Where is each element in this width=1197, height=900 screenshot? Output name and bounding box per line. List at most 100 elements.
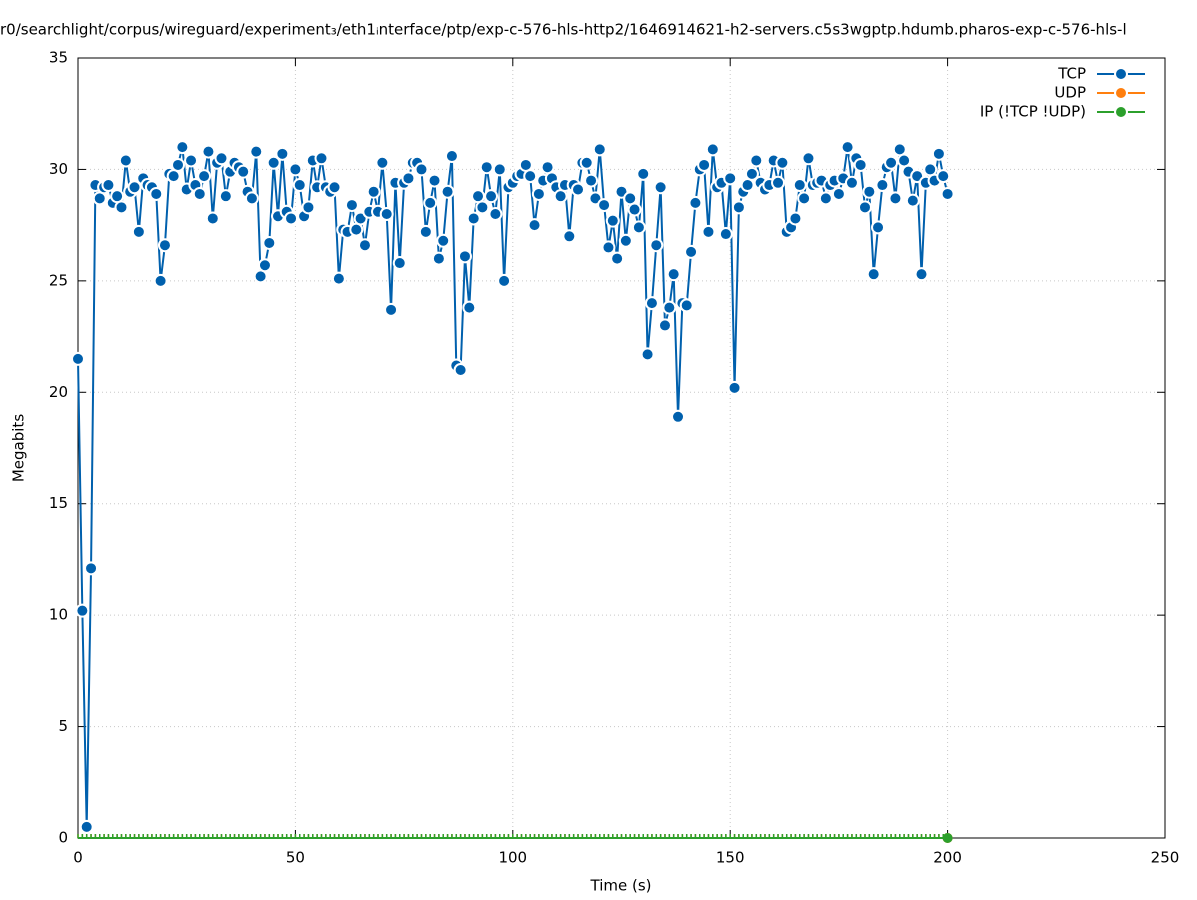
data-point [292,178,307,193]
data-point [584,173,599,188]
data-point [818,191,833,206]
data-point [75,603,90,618]
data-point [723,171,738,186]
data-point [679,298,694,313]
data-point [192,186,207,201]
data-point [214,151,229,166]
legend-label: UDP [1054,84,1086,102]
data-point [427,173,442,188]
y-tick-label: 25 [49,271,68,289]
data-point [931,146,946,161]
data-point [236,164,251,179]
data-point [462,300,477,315]
data-point [127,180,142,195]
data-point [131,224,146,239]
data-point [862,184,877,199]
data-point [527,218,542,233]
data-point [331,271,346,286]
data-point [640,347,655,362]
data-point [775,155,790,170]
data-point [101,178,116,193]
data-point [523,169,538,184]
data-point [475,200,490,215]
x-tick-label: 150 [716,849,745,867]
data-point [571,182,586,197]
data-point [114,200,129,215]
data-point [384,302,399,317]
data-point [392,256,407,271]
data-point [275,146,290,161]
data-point [653,180,668,195]
legend-label: TCP [1057,65,1086,83]
data-point [857,200,872,215]
y-tick-label: 0 [58,829,68,847]
data-point [266,155,281,170]
data-point [840,140,855,155]
data-point [440,184,455,199]
legend-label: IP (!TCP !UDP) [980,103,1086,121]
data-point [453,363,468,377]
data-point [597,198,612,213]
legend-swatch [1114,67,1128,81]
data-point [79,819,94,834]
x-tick-label: 100 [498,849,527,867]
data-point [497,273,512,288]
data-point [314,151,329,166]
data-point [688,195,703,210]
data-point [344,198,359,213]
data-point [444,149,459,164]
data-point [801,151,816,166]
data-point [492,162,507,177]
y-tick-label: 5 [58,717,68,735]
data-point [940,186,955,201]
data-point [244,191,259,206]
data-point [157,238,172,253]
data-point [401,171,416,186]
data-point [936,169,951,184]
y-tick-label: 10 [49,606,68,624]
data-point [853,157,868,172]
data-point [153,273,168,288]
data-point [871,220,886,235]
data-point [466,211,481,226]
data-point [205,211,220,226]
data-point [327,180,342,195]
data-point [697,157,712,172]
data-point [618,233,633,248]
chart-title: r0/searchlight/corpus/wireguard/experime… [0,21,1127,39]
x-tick-label: 250 [1151,849,1180,867]
data-point [905,193,920,208]
legend-swatch [1114,86,1128,100]
data-point [149,186,164,201]
data-point [184,153,199,168]
data-point [262,235,277,250]
data-point [644,296,659,311]
data-point [301,200,316,215]
data-point [218,189,233,204]
data-point [357,238,372,253]
y-tick-label: 30 [49,160,68,178]
data-point [531,186,546,201]
data-point [788,211,803,226]
data-point [601,240,616,255]
data-point [831,186,846,201]
data-point [197,169,212,184]
data-point [479,160,494,175]
data-point [657,318,672,333]
data-point [627,202,642,217]
data-point [201,144,216,159]
data-point [423,195,438,210]
data-point [118,153,133,168]
data-point [175,140,190,155]
x-axis-label: Time (s) [590,877,652,895]
data-point [731,200,746,215]
x-tick-label: 50 [286,849,305,867]
data-point [866,267,881,282]
data-point [666,267,681,282]
data-point [457,249,472,264]
data-point [249,144,264,159]
data-point [727,380,742,395]
data-point [771,175,786,190]
data-point [284,211,299,226]
y-axis-label: Megabits [10,414,28,482]
